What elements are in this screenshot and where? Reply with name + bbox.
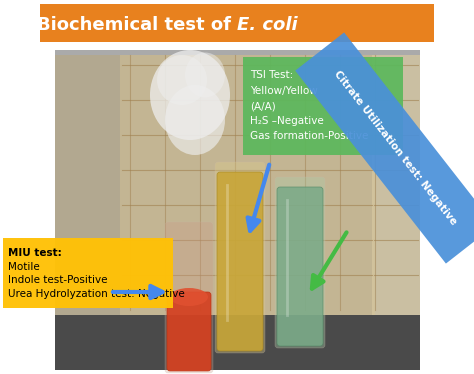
FancyBboxPatch shape [55, 310, 420, 370]
Ellipse shape [170, 288, 208, 306]
Text: H₂S –Negative: H₂S –Negative [250, 116, 324, 126]
FancyBboxPatch shape [120, 55, 375, 315]
FancyBboxPatch shape [40, 4, 434, 42]
Text: Urea Hydrolyzation test: Negative: Urea Hydrolyzation test: Negative [8, 289, 185, 299]
FancyBboxPatch shape [243, 57, 403, 155]
Ellipse shape [185, 52, 225, 98]
FancyBboxPatch shape [55, 50, 420, 315]
Text: TSI Test:: TSI Test: [250, 70, 293, 80]
Text: Biochemical test of: Biochemical test of [37, 16, 237, 34]
FancyBboxPatch shape [275, 177, 325, 348]
FancyBboxPatch shape [217, 172, 263, 351]
FancyBboxPatch shape [277, 187, 323, 346]
Text: E. coli: E. coli [237, 16, 298, 34]
Text: Motile: Motile [8, 262, 40, 272]
Text: Yellow/Yellow: Yellow/Yellow [250, 86, 318, 96]
FancyBboxPatch shape [165, 222, 213, 373]
Ellipse shape [165, 85, 225, 155]
Text: Citrate Utilization test: Negative: Citrate Utilization test: Negative [332, 69, 458, 227]
Ellipse shape [150, 50, 230, 140]
FancyBboxPatch shape [372, 55, 420, 315]
Text: Gas formation-Positive: Gas formation-Positive [250, 131, 368, 141]
FancyBboxPatch shape [215, 162, 265, 353]
FancyBboxPatch shape [3, 238, 173, 308]
Ellipse shape [157, 55, 207, 105]
FancyBboxPatch shape [55, 55, 120, 315]
FancyBboxPatch shape [167, 292, 211, 371]
Text: Indole test-Positive: Indole test-Positive [8, 275, 108, 285]
Text: MIU test:: MIU test: [8, 248, 62, 258]
Text: (A/A): (A/A) [250, 101, 276, 111]
